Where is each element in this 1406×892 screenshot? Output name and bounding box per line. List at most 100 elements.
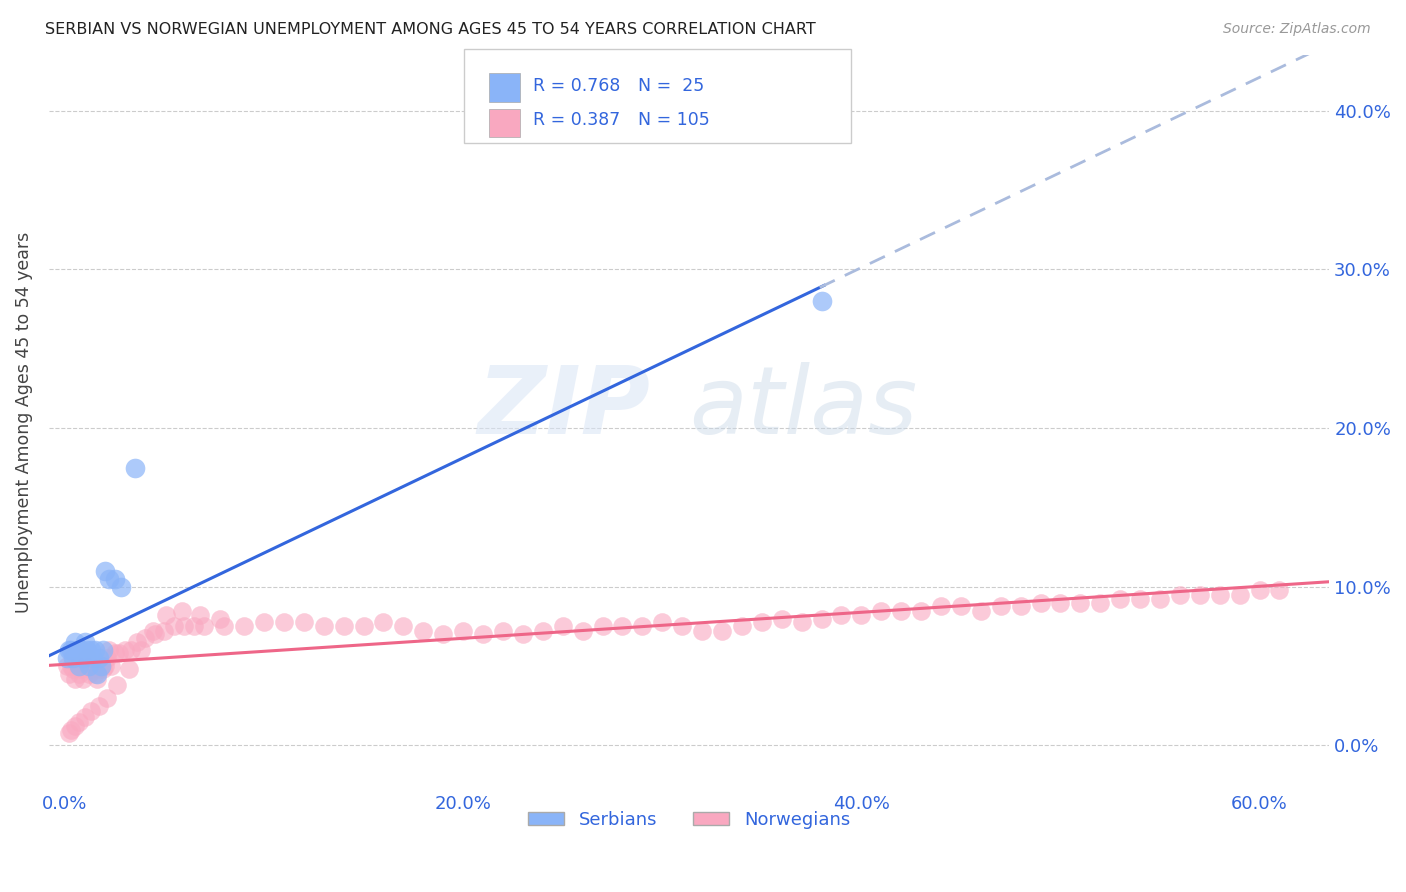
Point — [73, 710, 96, 724]
Point — [173, 619, 195, 633]
Point — [87, 651, 110, 665]
Point — [86, 667, 108, 681]
Point — [72, 672, 94, 686]
Point — [72, 651, 94, 665]
Point — [970, 604, 993, 618]
Point — [651, 615, 673, 629]
Point — [97, 643, 120, 657]
Point — [531, 624, 554, 639]
Point — [592, 619, 614, 633]
Point — [56, 651, 79, 665]
Point — [104, 647, 127, 661]
Point — [990, 599, 1012, 613]
Point — [332, 619, 354, 633]
Point — [58, 643, 80, 657]
Point — [1168, 588, 1191, 602]
Point — [63, 719, 86, 733]
Point — [129, 643, 152, 657]
Point — [1029, 596, 1052, 610]
Point — [929, 599, 952, 613]
Point — [58, 726, 80, 740]
Point — [59, 723, 82, 737]
Point — [631, 619, 654, 633]
Point — [155, 608, 177, 623]
Point — [1069, 596, 1091, 610]
Point — [80, 704, 103, 718]
Point — [253, 615, 276, 629]
Point — [731, 619, 754, 633]
Point — [63, 672, 86, 686]
Point — [830, 608, 852, 623]
Point — [59, 643, 82, 657]
Point — [1249, 582, 1271, 597]
Point — [76, 651, 98, 665]
Point — [67, 714, 90, 729]
Point — [76, 643, 98, 657]
Point — [62, 651, 84, 665]
Point — [69, 662, 91, 676]
Point — [87, 698, 110, 713]
Point — [373, 615, 395, 629]
Point — [612, 619, 634, 633]
Point — [82, 651, 104, 665]
Point — [90, 659, 112, 673]
Text: N =  25: N = 25 — [638, 77, 704, 95]
Point — [66, 647, 89, 661]
Point — [1109, 592, 1132, 607]
Point — [551, 619, 574, 633]
Point — [153, 624, 176, 639]
Point — [83, 667, 105, 681]
Point — [790, 615, 813, 629]
Point — [193, 619, 215, 633]
Point — [209, 611, 232, 625]
Point — [56, 659, 79, 673]
Point — [105, 678, 128, 692]
Point — [810, 611, 832, 625]
Point — [188, 608, 211, 623]
Point — [870, 604, 893, 618]
Point — [58, 667, 80, 681]
Point — [73, 635, 96, 649]
Point — [163, 619, 186, 633]
Point — [1188, 588, 1211, 602]
Point — [77, 659, 100, 673]
Point — [90, 659, 112, 673]
Point — [1149, 592, 1171, 607]
Text: atlas: atlas — [689, 362, 917, 453]
Point — [107, 647, 129, 661]
Point — [77, 667, 100, 681]
Text: ZIP: ZIP — [478, 362, 651, 454]
Point — [273, 615, 295, 629]
Point — [97, 572, 120, 586]
Point — [512, 627, 534, 641]
Point — [134, 631, 156, 645]
Point — [690, 624, 713, 639]
Point — [110, 580, 132, 594]
Point — [96, 651, 118, 665]
Point — [710, 624, 733, 639]
Text: R = 0.387: R = 0.387 — [533, 111, 620, 128]
Point — [73, 659, 96, 673]
Point — [93, 564, 115, 578]
Point — [412, 624, 434, 639]
Point — [104, 572, 127, 586]
Point — [1129, 592, 1152, 607]
Text: Source: ZipAtlas.com: Source: ZipAtlas.com — [1223, 22, 1371, 37]
Point — [91, 662, 114, 676]
Point — [87, 662, 110, 676]
Y-axis label: Unemployment Among Ages 45 to 54 years: Unemployment Among Ages 45 to 54 years — [15, 232, 32, 613]
Point — [80, 643, 103, 657]
Point — [392, 619, 415, 633]
Point — [117, 662, 139, 676]
Point — [472, 627, 495, 641]
Point — [432, 627, 454, 641]
Point — [751, 615, 773, 629]
Point — [1268, 582, 1291, 597]
Point — [1229, 588, 1251, 602]
Point — [183, 619, 205, 633]
Point — [810, 294, 832, 309]
Point — [67, 659, 90, 673]
Point — [96, 690, 118, 705]
Point — [1209, 588, 1232, 602]
Point — [86, 672, 108, 686]
